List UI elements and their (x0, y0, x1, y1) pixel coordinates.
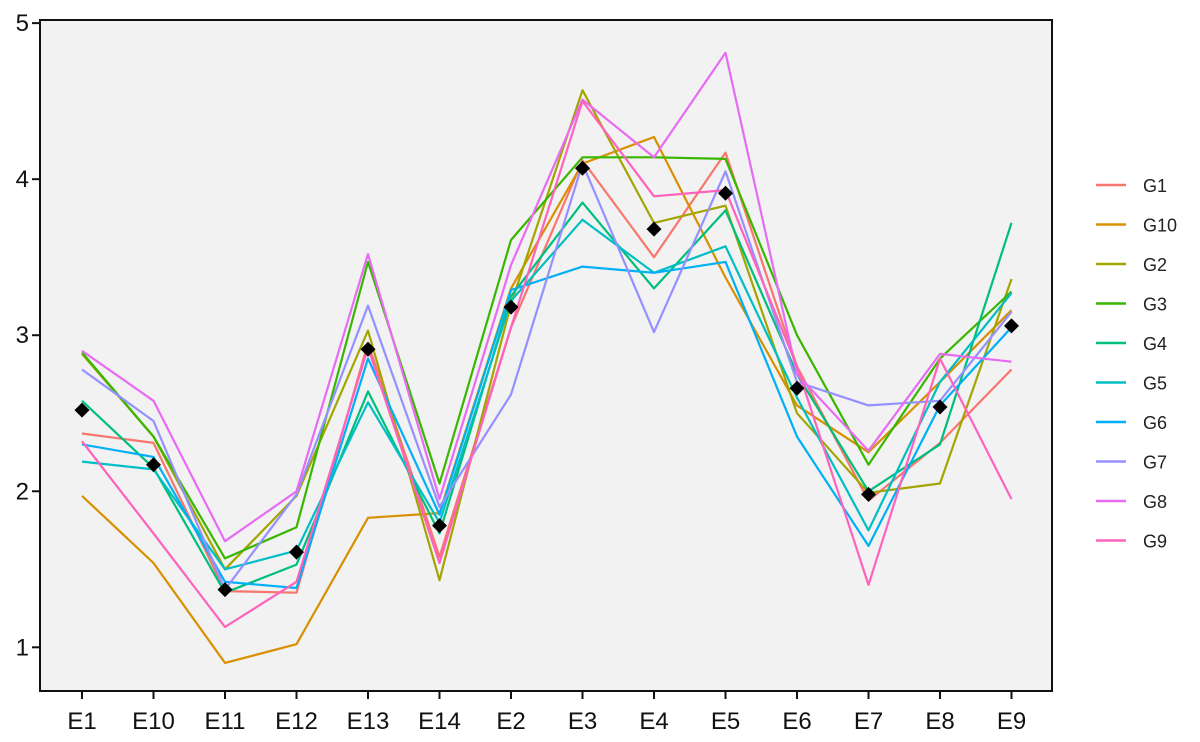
marker-layer (74, 160, 1019, 598)
x-tick-label-e3: E3 (568, 708, 597, 735)
mean-marker-e1 (74, 402, 90, 418)
legend-label: G6 (1143, 413, 1167, 433)
legend-item-g2: G2 (1096, 255, 1167, 275)
x-tick-label-e6: E6 (782, 708, 811, 735)
x-tick-label-e2: E2 (496, 708, 525, 735)
y-tick-label: 1 (16, 634, 29, 661)
plot-panel (40, 20, 1052, 691)
mean-marker-e11 (217, 582, 233, 598)
x-tick-label-e5: E5 (711, 708, 740, 735)
mean-marker-e10 (146, 457, 161, 473)
mean-marker-e6 (789, 380, 805, 396)
x-tick-label-e13: E13 (347, 708, 390, 735)
legend-item-g10: G10 (1096, 216, 1177, 236)
legend-label: G5 (1143, 374, 1167, 394)
mean-marker-e13 (360, 341, 376, 357)
x-tick-label-e8: E8 (925, 708, 954, 735)
series-line-g4 (81, 201, 1013, 594)
legend-label: G8 (1143, 492, 1167, 512)
plot-border (39, 19, 1053, 692)
legend-item-g1: G1 (1096, 176, 1167, 196)
legend: G1 G10 G2 G3 G4 G5 G6 G7 G8 G9 (1096, 176, 1177, 552)
x-tick-label-e7: E7 (854, 708, 883, 735)
legend-item-g9: G9 (1096, 532, 1167, 552)
legend-label: G2 (1143, 255, 1167, 275)
x-tick-label-e1: E1 (67, 708, 96, 735)
x-tick-label-e11: E11 (205, 708, 246, 735)
y-tick-label: 5 (16, 10, 29, 37)
mean-marker-e3 (575, 160, 590, 176)
legend-item-g4: G4 (1096, 334, 1167, 354)
legend-label: G10 (1143, 216, 1177, 236)
y-tick-label: 2 (16, 478, 29, 505)
mean-marker-e7 (861, 486, 876, 502)
legend-item-g8: G8 (1096, 492, 1167, 512)
series-line-g5 (81, 218, 1013, 571)
legend-item-g7: G7 (1096, 453, 1167, 473)
series-line-g9 (81, 99, 1013, 629)
x-tick-label-e9: E9 (997, 708, 1026, 735)
legend-item-g6: G6 (1096, 413, 1167, 433)
x-tick-label-e14: E14 (418, 708, 461, 735)
series-line-g7 (81, 162, 1013, 591)
mean-marker-e8 (932, 399, 948, 415)
mean-marker-e14 (432, 518, 447, 534)
axis-layer: 1 2 3 4 5 E1 E10 E11 E12 E13 E14 E2 E3 E4 E5 E6 E7 E8 E9 (16, 10, 1027, 735)
series-line-g8 (81, 51, 1012, 543)
legend-label: G3 (1143, 295, 1167, 315)
series-layer (81, 51, 1013, 665)
mean-marker-e12 (289, 544, 304, 560)
legend-label: G9 (1143, 532, 1167, 552)
mean-marker-e4 (646, 221, 662, 237)
series-line-g3 (81, 156, 1013, 560)
y-tick-label: 4 (16, 166, 29, 193)
mean-marker-e9 (1004, 318, 1019, 334)
legend-item-g3: G3 (1096, 295, 1167, 315)
x-tick-label-e12: E12 (275, 708, 318, 735)
mean-marker-e5 (718, 185, 733, 201)
mean-marker-e2 (503, 299, 519, 315)
legend-label: G7 (1143, 453, 1167, 473)
x-tick-label-e4: E4 (639, 708, 668, 735)
legend-label: G4 (1143, 334, 1167, 354)
x-tick-label-e10: E10 (132, 708, 175, 735)
y-tick-label: 3 (16, 322, 29, 349)
legend-item-g5: G5 (1096, 374, 1167, 394)
legend-label: G1 (1143, 176, 1167, 196)
